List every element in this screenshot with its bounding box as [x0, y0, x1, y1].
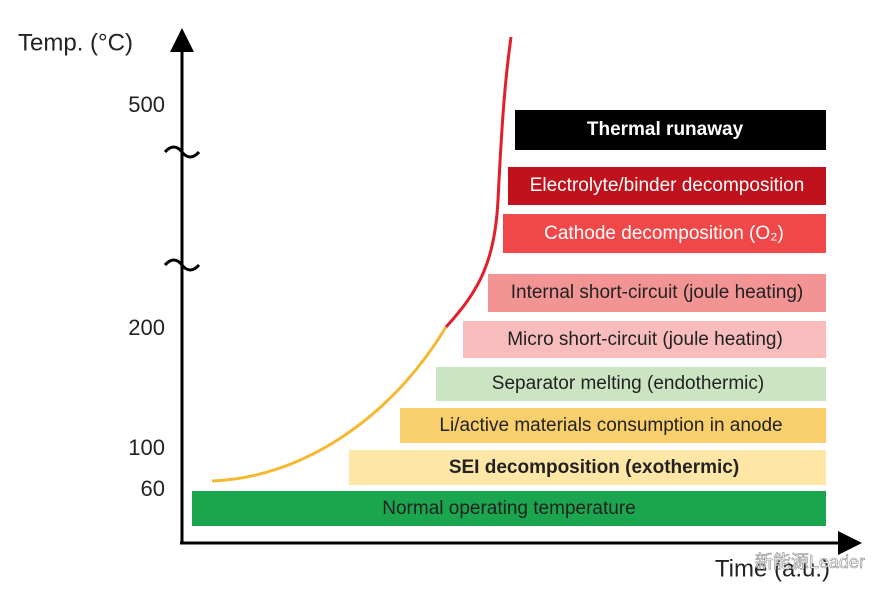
stage-bar [436, 367, 826, 401]
y-axis-label: Temp. (°C) [18, 29, 133, 56]
y-tick-label: 100 [128, 435, 165, 460]
axis-break [163, 258, 201, 272]
y-tick-label: 200 [128, 315, 165, 340]
stage-bar [488, 274, 826, 312]
stage-label: Micro short-circuit (joule heating) [507, 329, 783, 350]
stage-bar [400, 408, 826, 443]
stage-label: Separator melting (endothermic) [492, 373, 764, 394]
stage-bar [503, 214, 826, 253]
stage-label: SEI decomposition (exothermic) [449, 457, 739, 478]
stage-label: Li/active materials consumption in anode [439, 415, 782, 436]
watermark: 新能源Leader [755, 552, 865, 572]
stage-bar [515, 110, 826, 150]
y-tick-label: 500 [128, 92, 165, 117]
temperature-curve [211, 326, 448, 483]
stage-label: Normal operating temperature [382, 498, 635, 519]
stage-bars: Thermal runaway Electrolyte/binder decom… [192, 110, 826, 526]
axis-break [163, 145, 201, 159]
stage-label: Internal short-circuit (joule heating) [511, 282, 804, 303]
stage-label: Thermal runaway [587, 119, 744, 140]
temperature-curve [444, 36, 513, 329]
y-tick-label: 60 [141, 476, 165, 501]
x-axis-label: Time (a.u.) [715, 555, 830, 582]
stage-bar [508, 167, 826, 205]
stage-bar [192, 491, 826, 526]
stage-bar [463, 321, 826, 358]
stage-bar [349, 450, 826, 485]
axes [163, 28, 862, 555]
stage-label: Cathode decomposition (O₂) [544, 223, 784, 244]
stage-label: Electrolyte/binder decomposition [530, 175, 805, 196]
